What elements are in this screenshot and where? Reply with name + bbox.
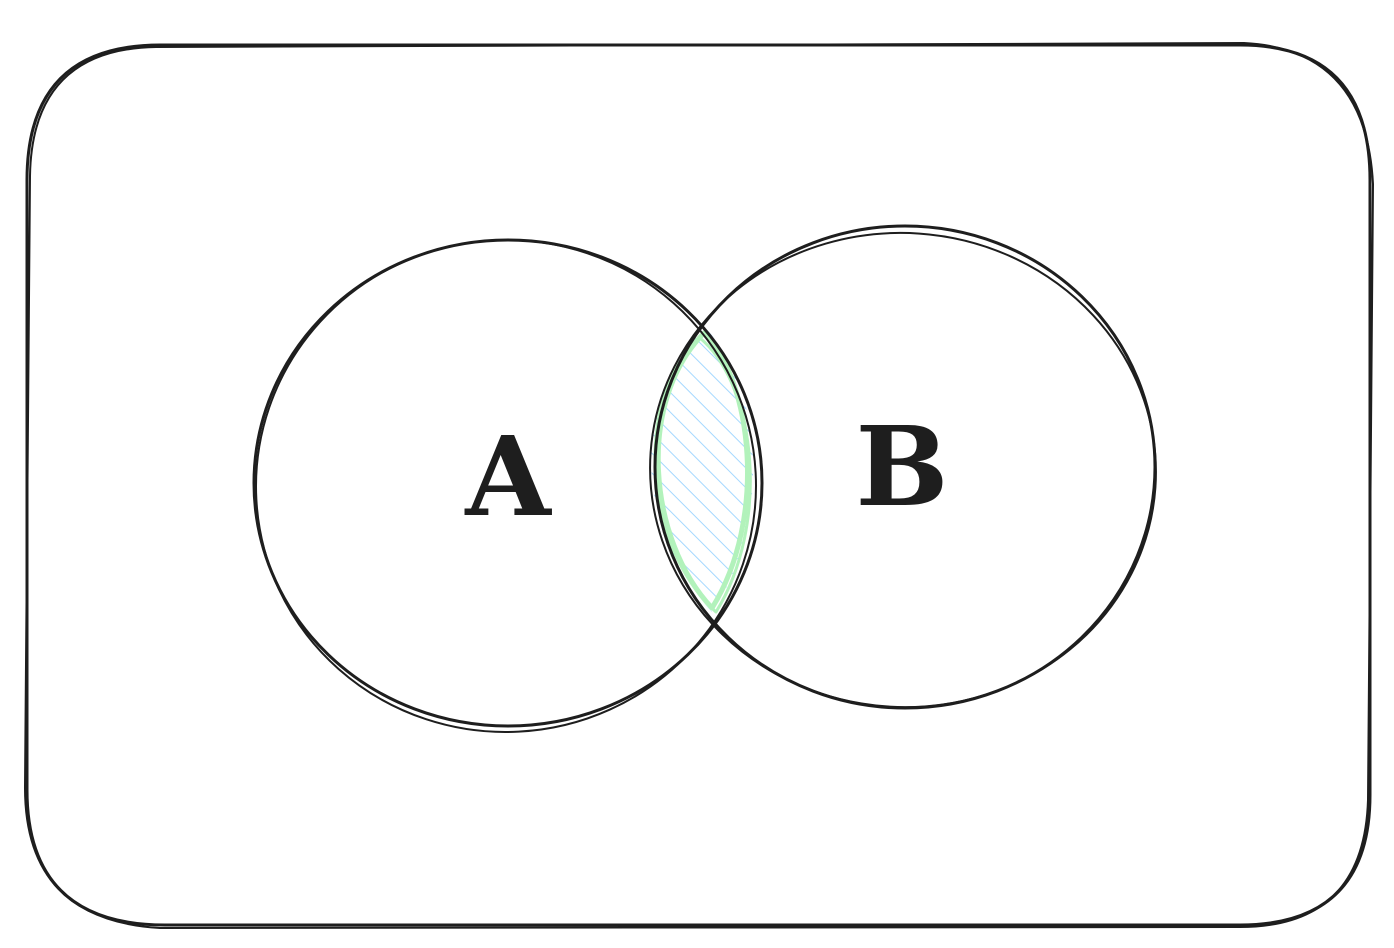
set-a-circle [252, 238, 764, 734]
set-a-label: A [464, 412, 552, 541]
set-b-circle [649, 224, 1157, 710]
intersection-region [651, 328, 754, 614]
universal-set-frame [23, 42, 1374, 929]
set-b-label: B [856, 402, 949, 531]
